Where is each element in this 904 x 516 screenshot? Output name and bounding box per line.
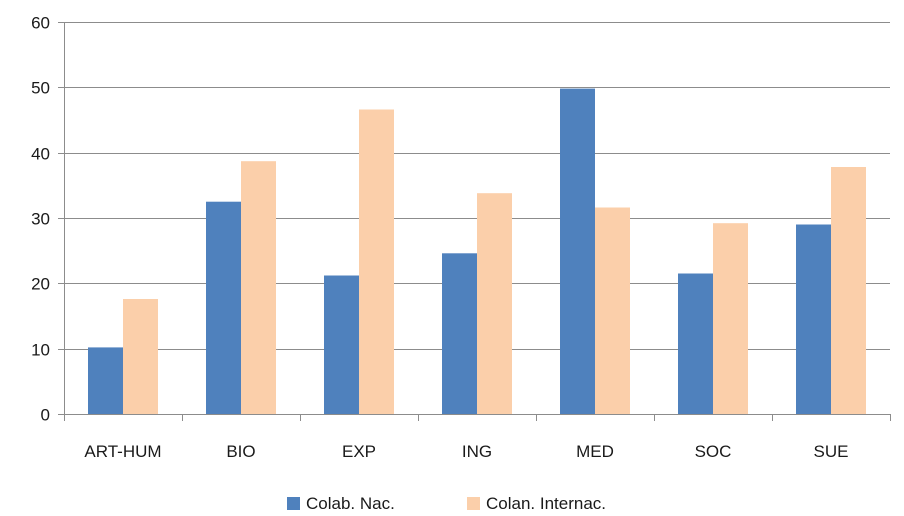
y-tick-label: 60 <box>31 14 50 33</box>
x-category-label: SOC <box>695 442 732 461</box>
x-category-label: MED <box>576 442 614 461</box>
x-category-label: ING <box>462 442 492 461</box>
y-tick-label: 40 <box>31 145 50 164</box>
y-tick-label: 50 <box>31 79 50 98</box>
bar-colan-internac-bio <box>241 161 276 414</box>
bar-colan-internac-ing <box>477 193 512 414</box>
bar-colan-internac-med <box>595 207 630 414</box>
bar-colab-nac-med <box>560 88 595 414</box>
x-category-label: SUE <box>814 442 849 461</box>
bar-colan-internac-sue <box>831 167 866 414</box>
x-category-label: ART-HUM <box>84 442 161 461</box>
bars <box>88 88 866 414</box>
y-tick-label: 0 <box>41 406 50 425</box>
y-tick-label: 20 <box>31 275 50 294</box>
y-tick-label: 10 <box>31 341 50 360</box>
x-category-label: EXP <box>342 442 376 461</box>
axes <box>64 22 891 421</box>
bar-colan-internac-exp <box>359 109 394 414</box>
legend: Colab. Nac. Colan. Internac. <box>287 494 606 513</box>
bar-colab-nac-soc <box>678 273 713 414</box>
y-tick-label: 30 <box>31 210 50 229</box>
legend-swatch-colab-nac <box>287 497 300 510</box>
bar-colan-internac-soc <box>713 223 748 414</box>
x-category-label: BIO <box>226 442 255 461</box>
legend-swatch-colan-internac <box>467 497 480 510</box>
bar-colab-nac-ing <box>442 253 477 414</box>
bar-colab-nac-exp <box>324 275 359 414</box>
bar-colan-internac-art-hum <box>123 299 158 414</box>
bar-colab-nac-art-hum <box>88 347 123 414</box>
x-category-labels: ART-HUM BIO EXP ING MED SOC SUE <box>84 442 848 461</box>
legend-label: Colab. Nac. <box>306 494 395 513</box>
bar-colab-nac-bio <box>206 201 241 414</box>
legend-label: Colan. Internac. <box>486 494 606 513</box>
y-tick-labels: 0 10 20 30 40 50 60 <box>31 14 50 425</box>
bar-colab-nac-sue <box>796 224 831 414</box>
